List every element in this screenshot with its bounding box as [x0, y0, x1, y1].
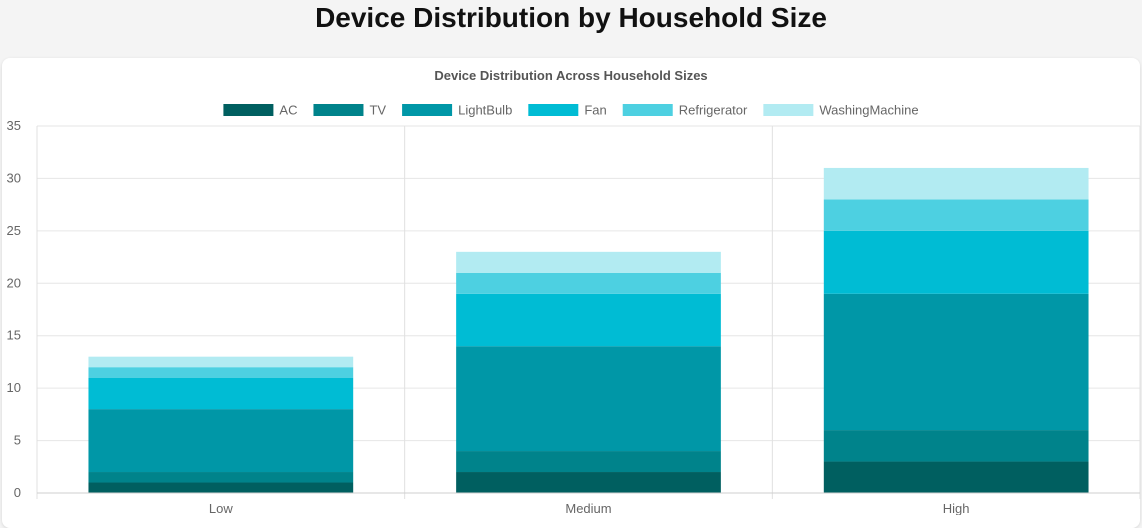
chart-bars — [88, 167, 1089, 493]
legend-swatch — [223, 104, 274, 116]
legend-item-refrigerator[interactable]: Refrigerator — [622, 103, 748, 118]
bar-segment-lightbulb-medium[interactable] — [456, 346, 721, 452]
legend-label: Refrigerator — [679, 103, 748, 118]
y-axis: 0 5 10 15 20 25 30 35 — [7, 118, 21, 500]
bar-segment-washingmachine-medium[interactable] — [456, 251, 721, 273]
x-tick-label: Low — [209, 501, 233, 515]
y-tick-label: 35 — [7, 118, 21, 133]
legend-label: WashingMachine — [819, 103, 918, 118]
chart: 0 5 10 15 20 25 30 35 Low Medium High Device Dist… — [7, 68, 1141, 515]
chart-legend: AC TV LightBulb Fan Refrigerator WashingMachi… — [223, 103, 919, 118]
legend-swatch — [313, 104, 364, 116]
legend-swatch — [622, 104, 673, 116]
legend-item-washingmachine[interactable]: WashingMachine — [763, 103, 919, 118]
legend-label: Fan — [584, 103, 606, 118]
bar-segment-lightbulb-low[interactable] — [88, 409, 354, 473]
legend-swatch — [528, 104, 579, 116]
legend-item-tv[interactable]: TV — [313, 103, 386, 118]
bar-segment-ac-high[interactable] — [823, 461, 1089, 493]
y-tick-label: 0 — [14, 485, 21, 500]
y-tick-label: 5 — [14, 433, 21, 448]
legend-label: TV — [369, 103, 386, 118]
legend-label: AC — [279, 103, 297, 118]
bar-segment-tv-medium[interactable] — [456, 451, 721, 473]
bar-segment-washingmachine-low[interactable] — [88, 356, 354, 368]
bar-segment-tv-low[interactable] — [88, 472, 354, 483]
x-tick-label: Medium — [565, 501, 611, 515]
y-tick-label: 10 — [7, 380, 21, 395]
bar-segment-fan-medium[interactable] — [456, 293, 721, 347]
y-tick-label: 25 — [7, 223, 21, 238]
y-tick-label: 20 — [7, 275, 21, 290]
y-tick-label: 15 — [7, 328, 21, 343]
legend-item-fan[interactable]: Fan — [528, 103, 607, 118]
bar-segment-ac-medium[interactable] — [456, 472, 721, 493]
legend-swatch — [402, 104, 453, 116]
legend-swatch — [763, 104, 814, 116]
bar-segment-refrigerator-medium[interactable] — [456, 272, 721, 294]
x-tick-label: High — [943, 501, 970, 515]
bar-segment-washingmachine-high[interactable] — [823, 167, 1089, 200]
chart-title: Device Distribution Across Household Siz… — [434, 68, 707, 83]
y-tick-label: 30 — [7, 170, 21, 185]
bar-segment-refrigerator-low[interactable] — [88, 367, 354, 378]
legend-item-ac[interactable]: AC — [223, 103, 297, 118]
bar-segment-fan-low[interactable] — [88, 377, 354, 410]
legend-item-lightbulb[interactable]: LightBulb — [402, 103, 512, 118]
bar-segment-fan-high[interactable] — [823, 230, 1089, 294]
bar-segment-refrigerator-high[interactable] — [823, 199, 1089, 231]
bar-segment-ac-low[interactable] — [88, 482, 354, 493]
x-axis: Low Medium High — [37, 492, 1140, 515]
bar-segment-tv-high[interactable] — [823, 430, 1089, 462]
legend-label: LightBulb — [458, 103, 512, 118]
page-title: Device Distribution by Household Size — [315, 2, 827, 33]
bar-segment-lightbulb-high[interactable] — [823, 293, 1089, 431]
